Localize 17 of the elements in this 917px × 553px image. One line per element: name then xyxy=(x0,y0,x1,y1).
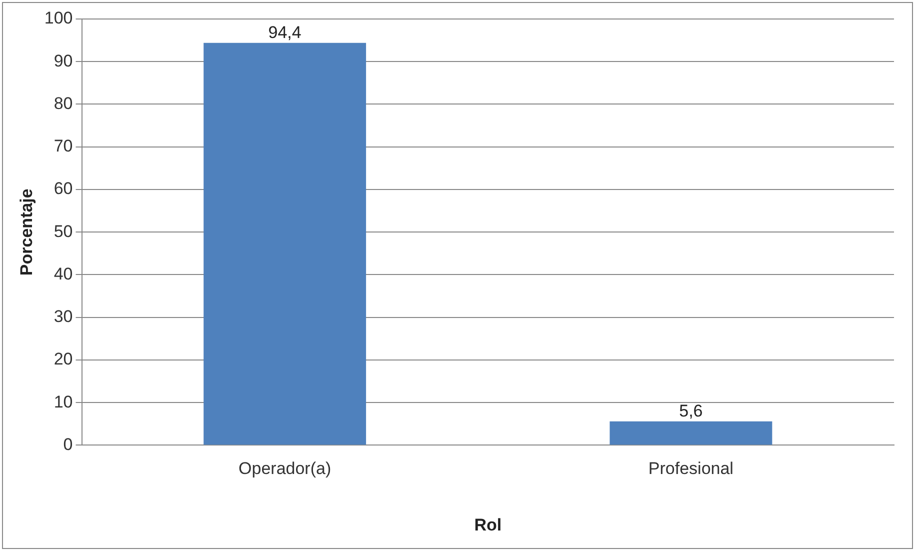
y-tick-label: 50 xyxy=(54,222,73,241)
data-label: 5,6 xyxy=(679,402,703,421)
y-tick-label: 0 xyxy=(63,434,73,454)
y-tick-label: 90 xyxy=(54,51,73,70)
data-label: 94,4 xyxy=(268,23,302,42)
x-axis-title: Rol xyxy=(474,515,502,534)
y-tick-label: 70 xyxy=(54,136,73,156)
y-tick-label: 40 xyxy=(54,264,73,284)
y-tick-label: 60 xyxy=(54,179,73,198)
y-tick-label: 100 xyxy=(44,8,73,28)
y-axis-title: Porcentaje xyxy=(16,188,36,276)
y-tick-label: 20 xyxy=(54,350,73,369)
x-tick-label: Profesional xyxy=(648,459,734,478)
x-tick-label: Operador(a) xyxy=(238,459,332,478)
y-tick-label: 80 xyxy=(54,94,73,113)
y-tick-label: 30 xyxy=(54,307,73,326)
y-tick-label: 10 xyxy=(54,392,73,412)
